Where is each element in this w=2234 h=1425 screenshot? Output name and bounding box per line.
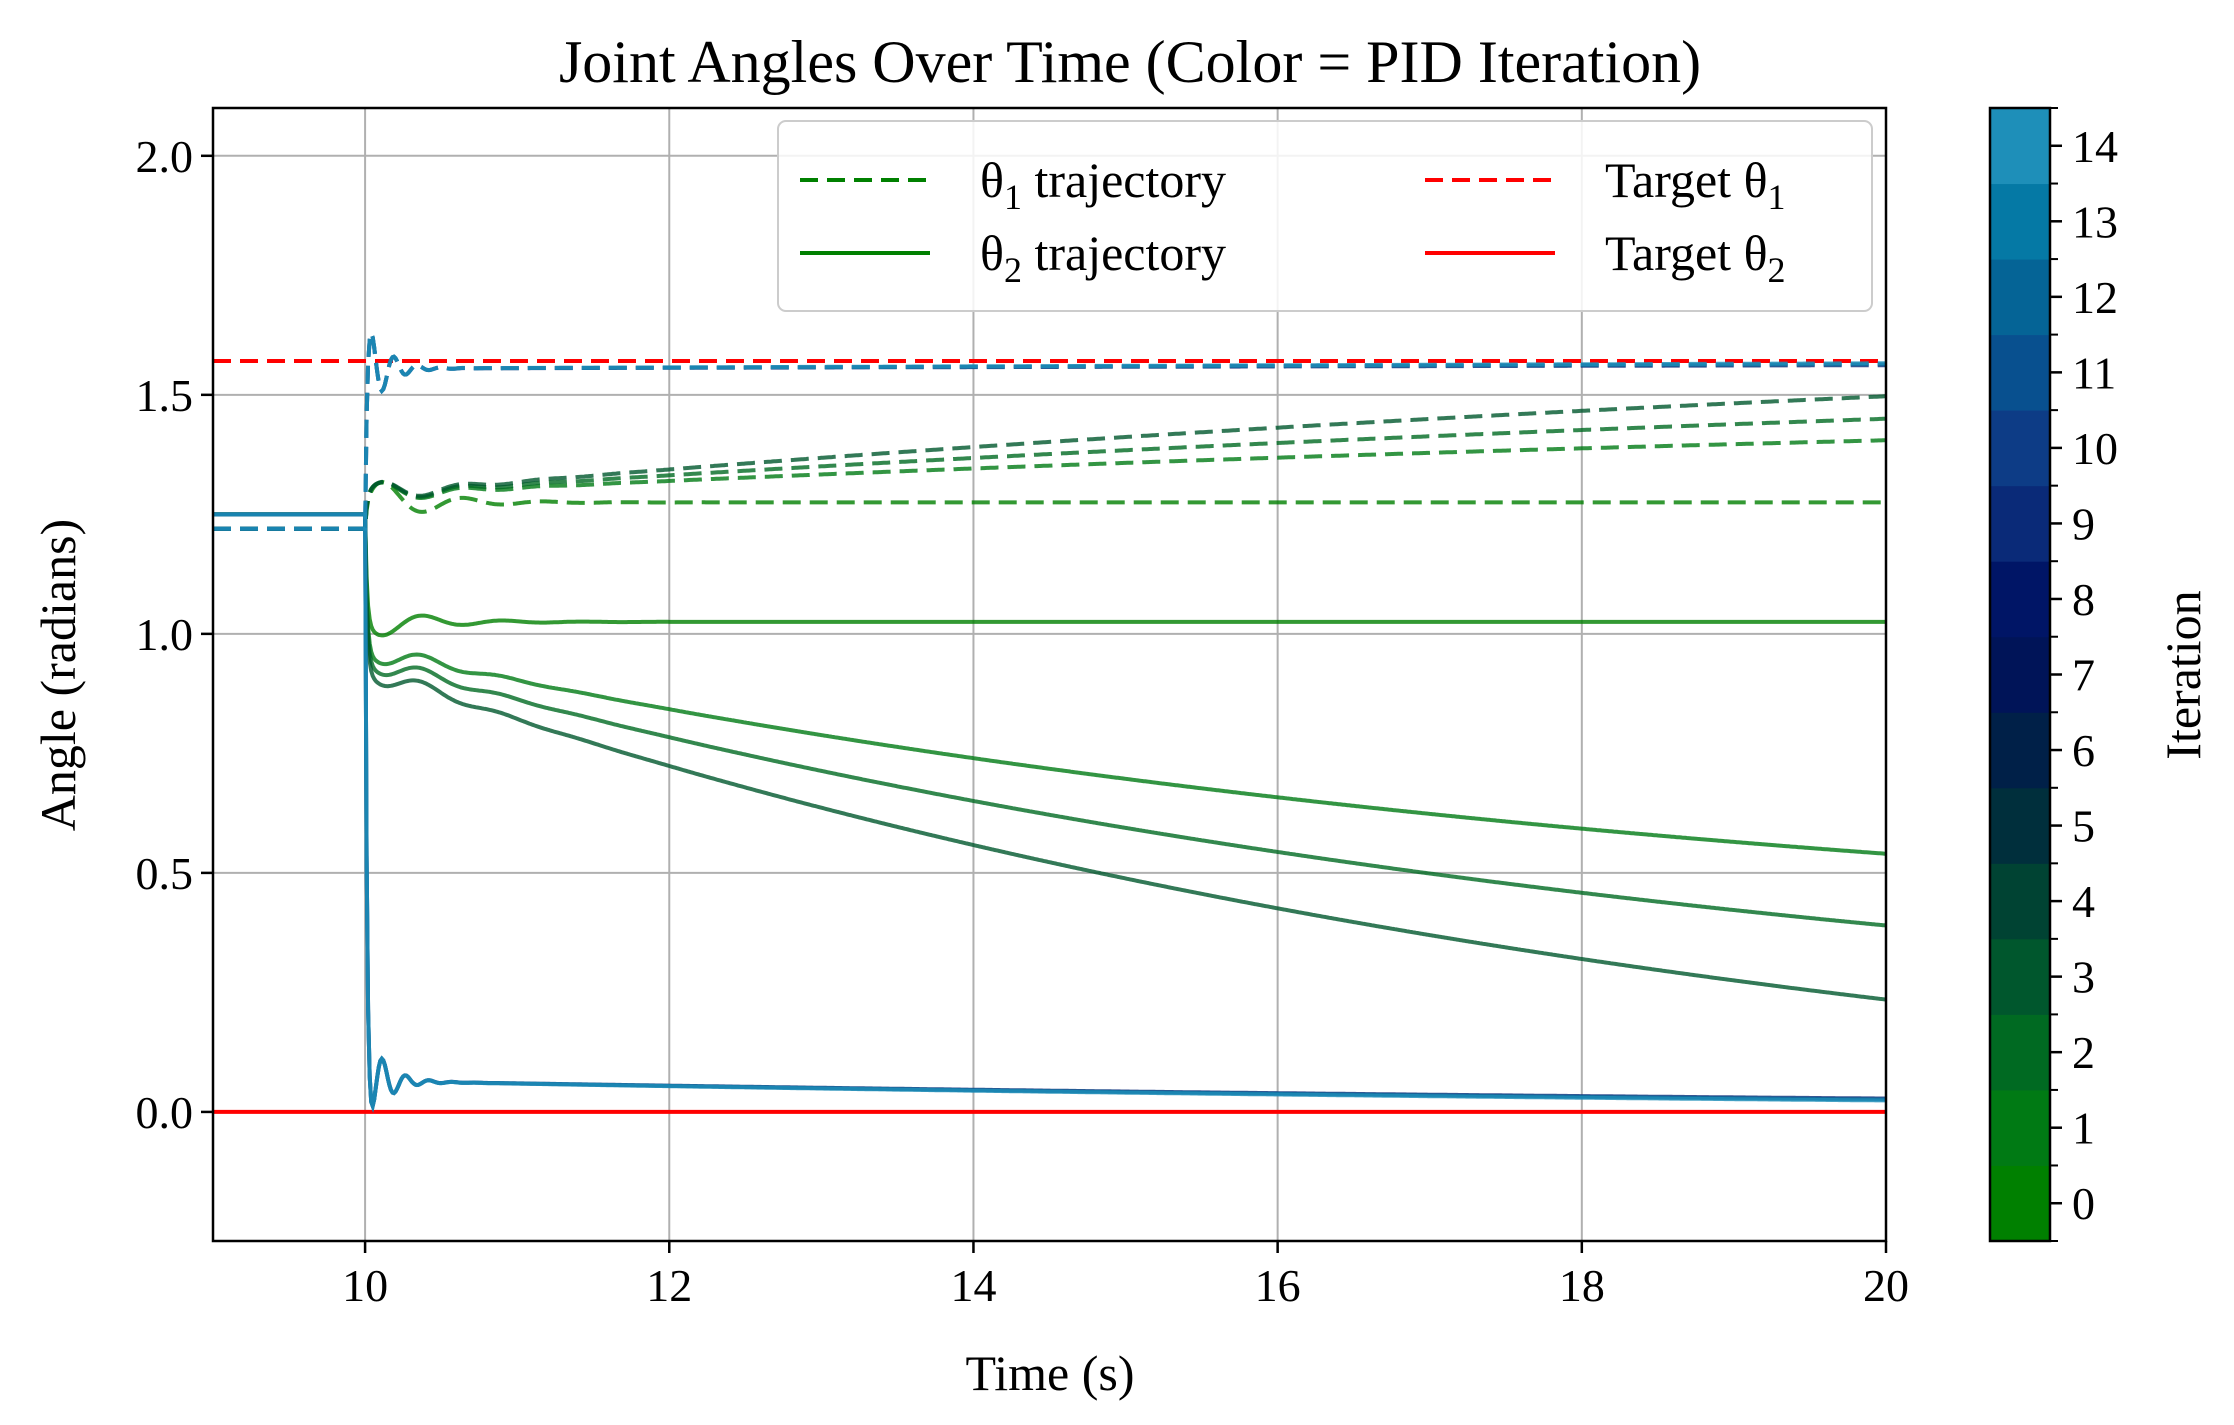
x-tick-label: 18 <box>1559 1260 1605 1311</box>
theta1-trajectory-iter-0 <box>213 480 1886 531</box>
legend: θ1 trajectory θ2 trajectory Target θ1 Targe… <box>777 120 1873 312</box>
theta2-trajectory-iter-9 <box>213 512 1886 1113</box>
colorbar-tick-label: 4 <box>2072 876 2095 927</box>
colorbar-tick-label: 9 <box>2072 498 2095 549</box>
x-tick-label: 16 <box>1255 1260 1301 1311</box>
colorbar-tick-label: 12 <box>2072 272 2118 323</box>
colorbar-segment <box>1990 863 2050 940</box>
x-axis-ticks: 10 12 14 16 18 20 <box>342 1241 1909 1311</box>
x-axis-label: Time (s) <box>965 1345 1134 1401</box>
colorbar-label: Iteration <box>2155 590 2211 759</box>
x-tick-label: 20 <box>1863 1260 1909 1311</box>
theta1-trajectory-iter-3 <box>213 394 1886 531</box>
colorbar-segment <box>1990 410 2050 487</box>
colorbar-segment <box>1990 485 2050 562</box>
colorbar-tick-label: 0 <box>2072 1178 2095 1229</box>
theta2-trajectory-iter-3 <box>213 512 1887 1002</box>
theta1-trajectory-iter-2 <box>213 416 1887 531</box>
theta2-trajectory-iter-2 <box>213 512 1887 928</box>
y-tick-label: 1.5 <box>136 370 194 421</box>
colorbar-segment <box>1990 712 2050 789</box>
legend-label: Target θ2 <box>1605 225 1786 290</box>
colorbar-tick-label: 3 <box>2072 952 2095 1003</box>
x-tick-label: 12 <box>646 1260 692 1311</box>
colorbar-tick-label: 6 <box>2072 725 2095 776</box>
colorbar-tick-label: 2 <box>2072 1027 2095 1078</box>
theta2-trajectory-iter-0 <box>213 512 1886 638</box>
y-tick-label: 0.5 <box>136 848 194 899</box>
colorbar-tick-label: 5 <box>2072 801 2095 852</box>
x-tick-label: 10 <box>342 1260 388 1311</box>
colorbar-segment <box>1990 334 2050 411</box>
theta2-trajectory-iter-12 <box>213 512 1886 1113</box>
trajectory-lines <box>213 326 1887 1113</box>
y-tick-label: 1.0 <box>136 609 194 660</box>
x-tick-label: 14 <box>950 1260 996 1311</box>
theta1-trajectory-iter-14 <box>213 326 1886 531</box>
theta1-trajectory-iter-1 <box>213 438 1886 531</box>
colorbar-tick-label: 13 <box>2072 196 2118 247</box>
chart-title: Joint Angles Over Time (Color = PID Iter… <box>559 29 1701 95</box>
legend-label: θ2 trajectory <box>980 225 1226 290</box>
theta2-trajectory-iter-14 <box>213 512 1887 1113</box>
y-tick-label: 0.0 <box>136 1087 194 1138</box>
legend-label: θ1 trajectory <box>980 152 1226 217</box>
colorbar-segment <box>1990 1165 2050 1242</box>
colorbar-segment <box>1990 1089 2050 1166</box>
y-tick-label: 2.0 <box>136 131 194 182</box>
y-axis-label: Angle (radians) <box>30 519 86 831</box>
colorbar-tick-label: 10 <box>2072 423 2118 474</box>
legend-box <box>777 120 1873 312</box>
colorbar-segment <box>1990 183 2050 260</box>
colorbar-tick-label: 11 <box>2072 347 2116 398</box>
plot-frame <box>211 106 1888 1243</box>
colorbar-segment <box>1990 259 2050 336</box>
colorbar-segment <box>1990 108 2050 185</box>
colorbar-segment <box>1990 561 2050 638</box>
theta2-trajectory-iter-1 <box>213 512 1887 856</box>
y-axis-ticks: 0.0 0.5 1.0 1.5 2.0 <box>136 131 213 1138</box>
colorbar-segment <box>1990 938 2050 1015</box>
colorbar-tick-label: 1 <box>2072 1103 2095 1154</box>
legend-label: Target θ1 <box>1605 152 1786 217</box>
colorbar-segment <box>1990 787 2050 864</box>
colorbar-tick-label: 14 <box>2072 121 2118 172</box>
colorbar-segment <box>1990 1014 2050 1091</box>
colorbar-tick-label: 8 <box>2072 574 2095 625</box>
colorbar-tick-label: 7 <box>2072 650 2095 701</box>
colorbar-segment <box>1990 636 2050 713</box>
target-lines <box>213 358 1886 1114</box>
